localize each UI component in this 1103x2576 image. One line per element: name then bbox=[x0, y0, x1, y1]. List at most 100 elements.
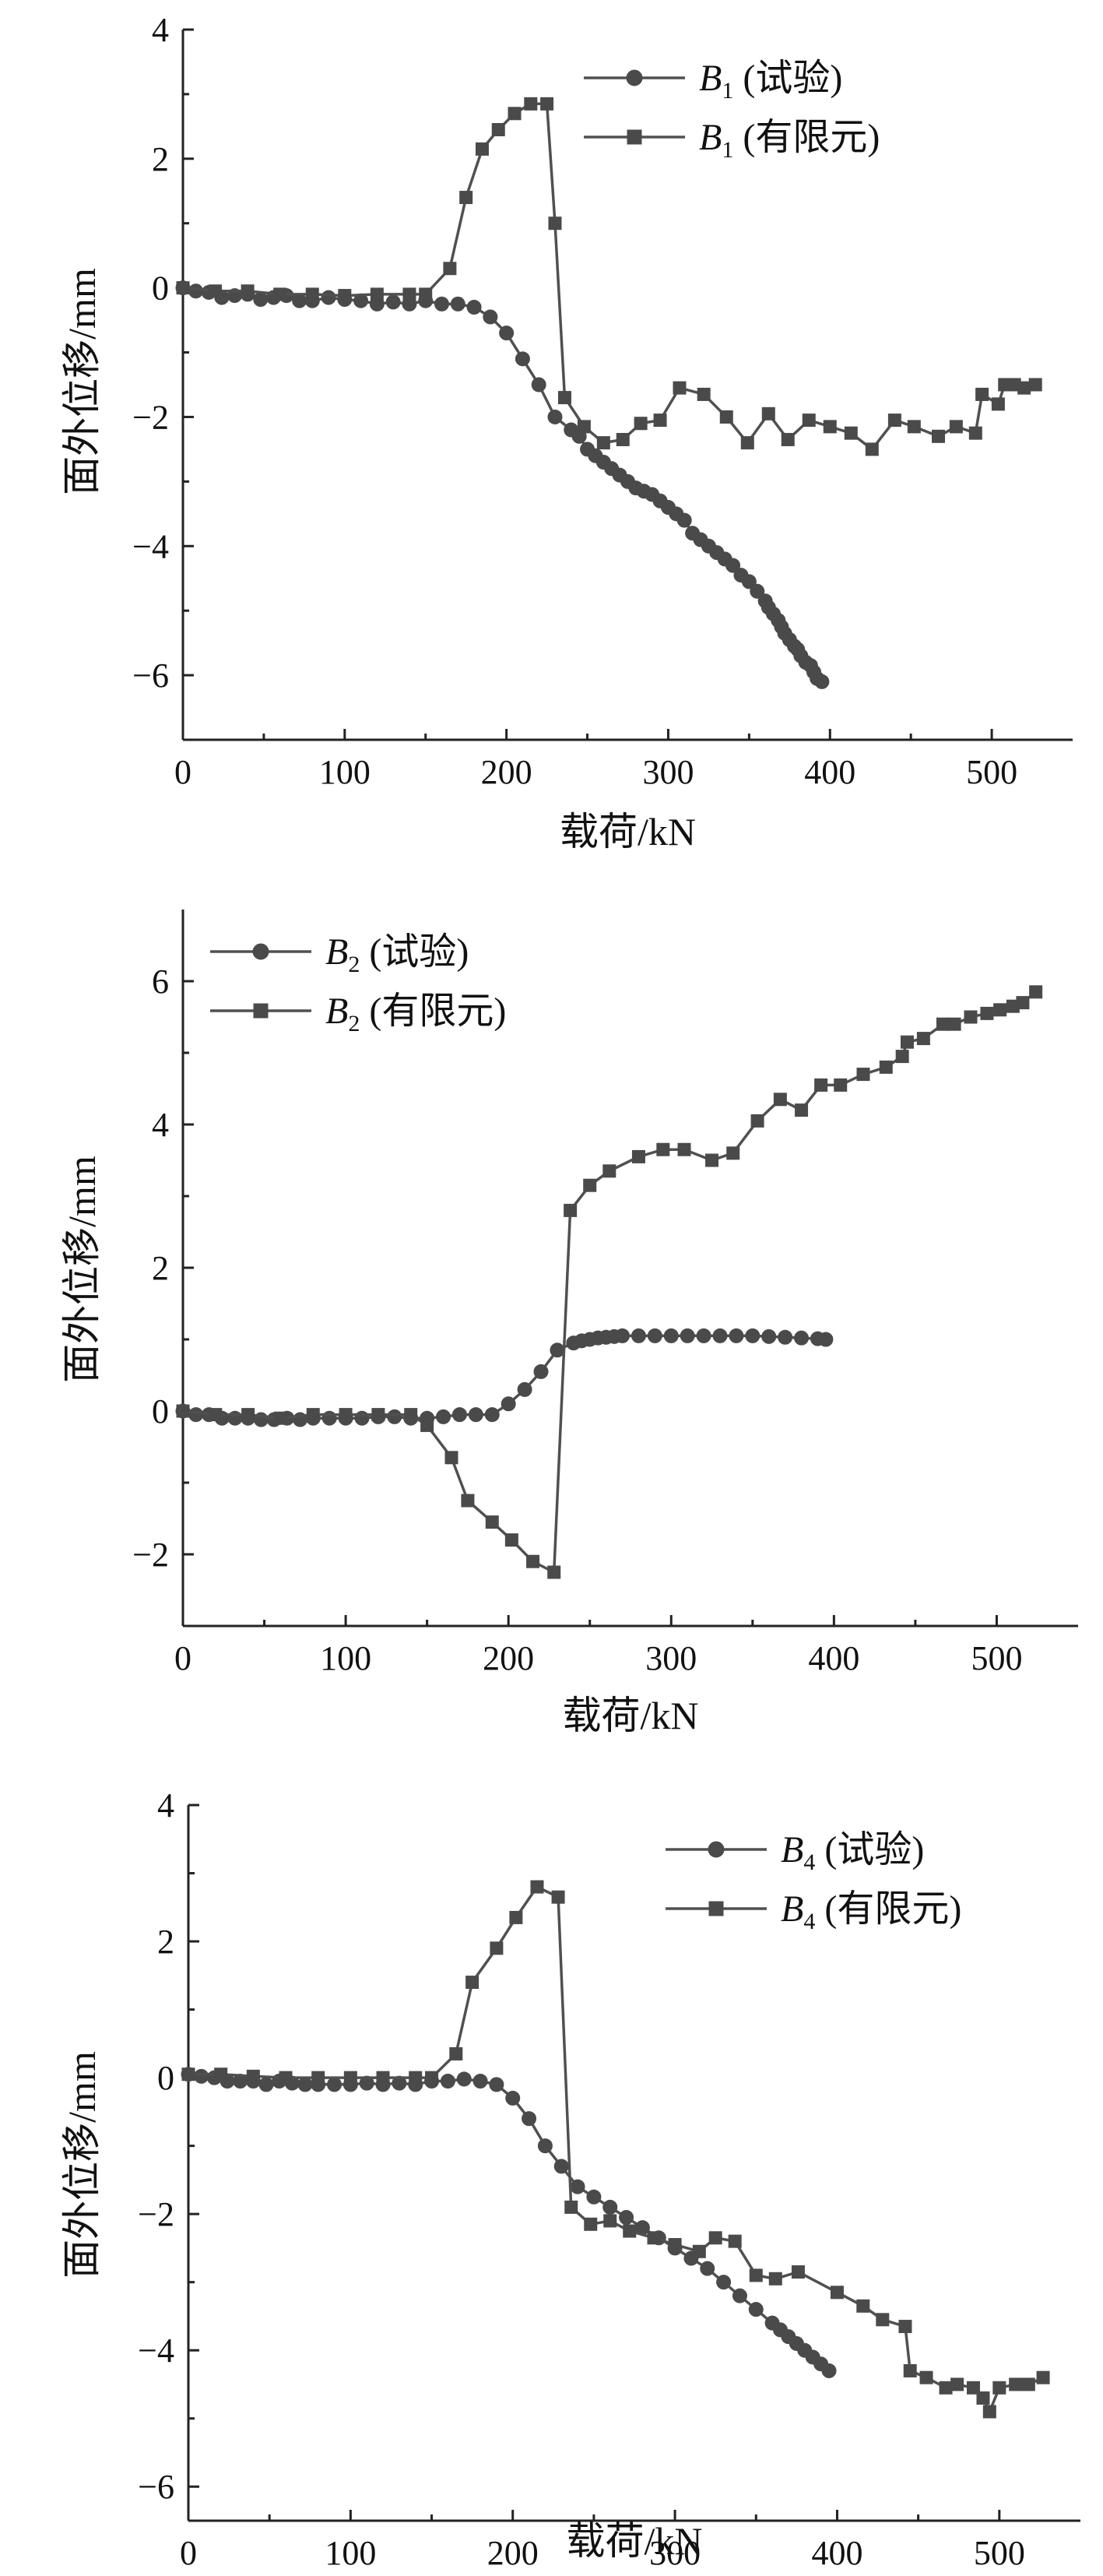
x-tick-label: 200 bbox=[481, 753, 532, 791]
data-point-square bbox=[968, 426, 982, 440]
x-tick-label: 0 bbox=[180, 2534, 197, 2572]
data-point-circle bbox=[292, 293, 307, 308]
data-point-square bbox=[583, 1178, 597, 1192]
data-point-square bbox=[761, 406, 775, 421]
data-point-square bbox=[936, 1017, 950, 1031]
data-point-square bbox=[616, 432, 630, 446]
data-point-square bbox=[623, 2224, 637, 2238]
data-point-square bbox=[656, 1142, 670, 1156]
data-point-square bbox=[773, 1093, 787, 1107]
data-point-square bbox=[577, 420, 591, 434]
chart-panel-1: 0 100 200 300 400 500 4 2 0 −2 −4 −6 载荷/kN 面外位移/mm B1 … bbox=[60, 11, 1073, 853]
y-tick-label: 4 bbox=[152, 1106, 169, 1144]
data-point-square bbox=[461, 1494, 475, 1508]
data-point-square bbox=[993, 1003, 1007, 1017]
data-point-circle bbox=[253, 292, 269, 308]
data-point-square bbox=[856, 2299, 870, 2313]
data-point-square bbox=[551, 1890, 565, 1904]
series-line bbox=[188, 1884, 1044, 2416]
data-point-circle bbox=[522, 2111, 537, 2127]
data-point-square bbox=[419, 287, 433, 301]
data-point-square bbox=[490, 1941, 504, 1955]
x-tick-label: 300 bbox=[645, 1639, 697, 1677]
legend-label: B1 (有限元) bbox=[699, 117, 880, 163]
data-point-circle bbox=[517, 1381, 532, 1397]
data-point-square bbox=[273, 1411, 287, 1425]
data-point-circle bbox=[821, 2363, 837, 2378]
data-point-circle bbox=[550, 1343, 565, 1358]
y-tick-label: −6 bbox=[132, 656, 169, 695]
data-point-square bbox=[305, 287, 319, 301]
data-point-square bbox=[564, 2200, 578, 2214]
legend-entry: B4 (试验) bbox=[666, 1829, 924, 1875]
data-point-square bbox=[750, 1114, 764, 1128]
data-point-circle bbox=[570, 2179, 585, 2194]
data-point-square bbox=[449, 2046, 463, 2060]
data-point-square bbox=[176, 281, 190, 295]
data-point-square bbox=[343, 2071, 357, 2085]
data-point-circle bbox=[537, 2138, 553, 2154]
data-point-circle bbox=[712, 1328, 728, 1343]
data-point-circle bbox=[466, 300, 482, 315]
data-point-circle bbox=[778, 1329, 793, 1345]
data-point-circle bbox=[188, 1407, 204, 1423]
data-point-square bbox=[584, 2217, 598, 2231]
data-point-square bbox=[273, 287, 287, 301]
y-axis-title: 面外位移/mm bbox=[60, 2051, 104, 2279]
data-point-square bbox=[653, 413, 667, 428]
legend-marker-circle bbox=[252, 943, 269, 960]
x-tick-label: 200 bbox=[483, 1639, 534, 1677]
data-point-square bbox=[339, 1408, 353, 1422]
series-line bbox=[188, 2072, 831, 2372]
data-point-circle bbox=[392, 2075, 407, 2091]
data-point-square bbox=[830, 2286, 844, 2300]
legend-label: B1 (试验) bbox=[699, 58, 842, 104]
data-point-square bbox=[949, 420, 963, 434]
data-point-circle bbox=[761, 1328, 777, 1344]
x-tick-label: 0 bbox=[174, 753, 191, 791]
data-point-circle bbox=[359, 2075, 374, 2091]
legend-marker-square bbox=[253, 1003, 269, 1019]
data-point-square bbox=[631, 1149, 645, 1163]
y-tick-label: 4 bbox=[152, 11, 169, 49]
data-point-circle bbox=[748, 2302, 764, 2317]
data-point-square bbox=[241, 1408, 255, 1422]
data-point-circle bbox=[505, 2090, 521, 2106]
data-point-circle bbox=[647, 1328, 662, 1343]
data-point-square bbox=[728, 2234, 742, 2248]
data-point-square bbox=[900, 1035, 914, 1049]
data-point-circle bbox=[297, 2077, 313, 2092]
x-tick-label: 100 bbox=[319, 753, 371, 791]
series-1 bbox=[181, 2067, 837, 2378]
data-point-square bbox=[371, 1408, 385, 1422]
data-point-square bbox=[1028, 378, 1042, 392]
data-point-square bbox=[425, 2071, 439, 2085]
data-point-square bbox=[443, 262, 457, 276]
data-point-square bbox=[547, 1565, 561, 1579]
data-point-square bbox=[964, 1010, 978, 1024]
data-point-square bbox=[404, 1408, 418, 1422]
data-point-square bbox=[919, 2370, 933, 2384]
chart-panel-2: 0 100 200 300 400 500 6 4 2 0 −2 载荷/kN 面外位移/mm B2 (试验… bbox=[60, 910, 1078, 1737]
data-point-square bbox=[181, 2067, 195, 2082]
y-tick-label: 4 bbox=[157, 1786, 174, 1825]
legend-entry: B4 (有限元) bbox=[666, 1888, 961, 1934]
y-axis-title: 面外位移/mm bbox=[60, 268, 104, 495]
data-point-square bbox=[557, 391, 571, 405]
x-tick-label: 400 bbox=[811, 2534, 862, 2572]
data-point-circle bbox=[745, 1328, 761, 1343]
data-point-square bbox=[879, 1060, 893, 1074]
data-point-square bbox=[719, 410, 733, 424]
y-tick-label: 6 bbox=[152, 962, 169, 1001]
data-point-square bbox=[246, 2069, 260, 2083]
data-point-circle bbox=[619, 2210, 634, 2226]
x-tick-label: 0 bbox=[174, 1639, 191, 1677]
data-point-square bbox=[975, 387, 989, 401]
x-axis-title: 载荷/kN bbox=[567, 2519, 703, 2563]
x-tick-label: 500 bbox=[966, 753, 1017, 791]
data-point-square bbox=[982, 2405, 996, 2419]
data-point-circle bbox=[385, 294, 401, 310]
data-point-circle bbox=[468, 1407, 483, 1423]
data-point-square bbox=[834, 1078, 848, 1092]
data-point-square bbox=[677, 1142, 691, 1156]
